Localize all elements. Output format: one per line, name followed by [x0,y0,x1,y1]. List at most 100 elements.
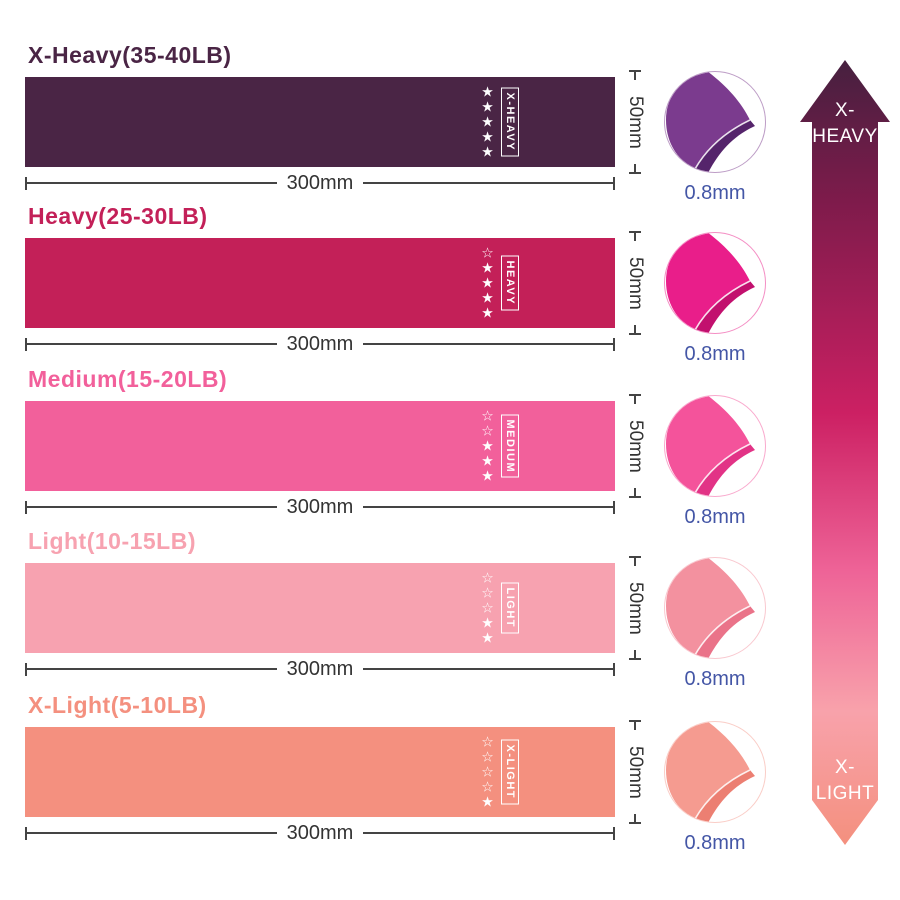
width-dimension: 300mm [25,496,616,518]
width-label: 300mm [286,496,354,518]
dimension-endcap [613,337,616,351]
width-label: 300mm [286,333,354,355]
band-grade-label: LIGHT [501,582,519,634]
stars-outline: ☆☆☆ [481,569,494,616]
band-thickness-photo [663,70,767,174]
dimension-endcap [613,826,616,840]
resistance-gradient-arrow: X-HEAVY X-LIGHT [800,60,890,845]
band-title: Medium(15-20LB) [28,366,228,392]
band-thickness-photo [663,394,767,498]
dimension-endcap [629,70,641,80]
stars-filled: ★★★ [481,437,494,484]
dimension-line [27,506,277,508]
dimension-line [363,343,614,345]
dimension-endcap [25,176,27,190]
thickness-label: 0.8mm [684,832,746,854]
height-label: 50mm [625,419,646,473]
star-rating: ☆☆☆☆★ [480,733,495,810]
band-section-x-heavy: X-Heavy(35-40LB) ★★★★★ X-HEAVY 300mm 50m… [0,42,900,207]
band-grade-label: X-LIGHT [501,739,519,805]
band-section-medium: Medium(15-20LB) ☆☆★★★ MEDIUM 300mm 50mm … [0,366,900,531]
height-label: 50mm [625,745,646,799]
height-dimension: 50mm [622,720,648,824]
thickness-label: 0.8mm [684,506,746,528]
band-thickness-photo [663,231,767,335]
star-rating: ☆☆★★★ [480,407,495,484]
height-dimension: 50mm [622,556,648,660]
dimension-endcap [25,500,27,514]
dimension-endcap [629,163,641,174]
band-title: Light(10-15LB) [28,528,196,554]
band-section-light: Light(10-15LB) ☆☆☆★★ LIGHT 300mm 50mm 0.… [0,528,900,693]
height-label: 50mm [625,581,646,635]
star-rating: ☆★★★★ [480,244,495,321]
dimension-line [27,668,277,670]
band-rectangle: ☆☆★★★ MEDIUM [25,401,615,491]
dimension-endcap [629,487,641,498]
thickness-label: 0.8mm [684,343,746,365]
height-dimension: 50mm [622,70,648,174]
dimension-endcap [613,500,616,514]
height-dimension: 50mm [622,394,648,498]
band-decoration: ☆☆☆★★ LIGHT [480,569,519,646]
thickness-label: 0.8mm [684,668,746,690]
height-label: 50mm [625,95,646,149]
arrow-bottom-label: X-LIGHT [815,757,875,804]
dimension-endcap [629,813,641,824]
stars-outline: ☆☆ [481,407,494,439]
stars-filled: ★★ [481,614,494,646]
band-decoration: ★★★★★ X-HEAVY [480,83,519,160]
stars-filled: ★ [481,793,494,810]
width-dimension: 300mm [25,172,616,194]
dimension-endcap [629,324,641,335]
width-label: 300mm [286,658,354,680]
band-thickness-photo [663,556,767,660]
width-label: 300mm [286,822,354,844]
arrow-top-label: X-HEAVY [812,100,878,147]
stars-filled: ★★★★★ [481,83,494,160]
dimension-line [363,668,614,670]
dimension-endcap [25,826,27,840]
width-dimension: 300mm [25,333,616,355]
dimension-endcap [613,662,616,676]
width-label: 300mm [286,172,354,194]
dimension-endcap [629,231,641,241]
dimension-endcap [25,337,27,351]
stars-outline: ☆☆☆☆ [481,733,494,795]
dimension-line [363,832,614,834]
gradient-arrow-shape [800,60,890,845]
stars-outline: ☆ [481,244,494,261]
width-dimension: 300mm [25,658,616,680]
dimension-endcap [613,176,616,190]
band-grade-label: HEAVY [501,255,519,311]
band-rectangle: ☆★★★★ HEAVY [25,238,615,328]
dimension-endcap [629,556,641,566]
dimension-endcap [629,394,641,404]
band-section-x-light: X-Light(5-10LB) ☆☆☆☆★ X-LIGHT 300mm 50mm… [0,692,900,857]
dimension-line [27,832,277,834]
dimension-endcap [629,720,641,730]
band-grade-label: X-HEAVY [501,87,519,157]
dimension-endcap [25,662,27,676]
band-rectangle: ☆☆☆★★ LIGHT [25,563,615,653]
band-decoration: ☆☆☆☆★ X-LIGHT [480,733,519,810]
dimension-line [27,182,277,184]
thickness-label: 0.8mm [684,182,746,204]
band-rectangle: ☆☆☆☆★ X-LIGHT [25,727,615,817]
dimension-line [363,506,614,508]
dimension-line [27,343,277,345]
band-section-heavy: Heavy(25-30LB) ☆★★★★ HEAVY 300mm 50mm 0.… [0,203,900,368]
band-grade-label: MEDIUM [501,414,519,478]
band-title: Heavy(25-30LB) [28,203,208,229]
height-label: 50mm [625,256,646,310]
dimension-endcap [629,649,641,660]
width-dimension: 300mm [25,822,616,844]
dimension-line [363,182,614,184]
star-rating: ★★★★★ [480,83,495,160]
band-thickness-photo [663,720,767,824]
band-decoration: ☆★★★★ HEAVY [480,244,519,321]
star-rating: ☆☆☆★★ [480,569,495,646]
band-rectangle: ★★★★★ X-HEAVY [25,77,615,167]
band-decoration: ☆☆★★★ MEDIUM [480,407,519,484]
stars-filled: ★★★★ [481,259,494,321]
